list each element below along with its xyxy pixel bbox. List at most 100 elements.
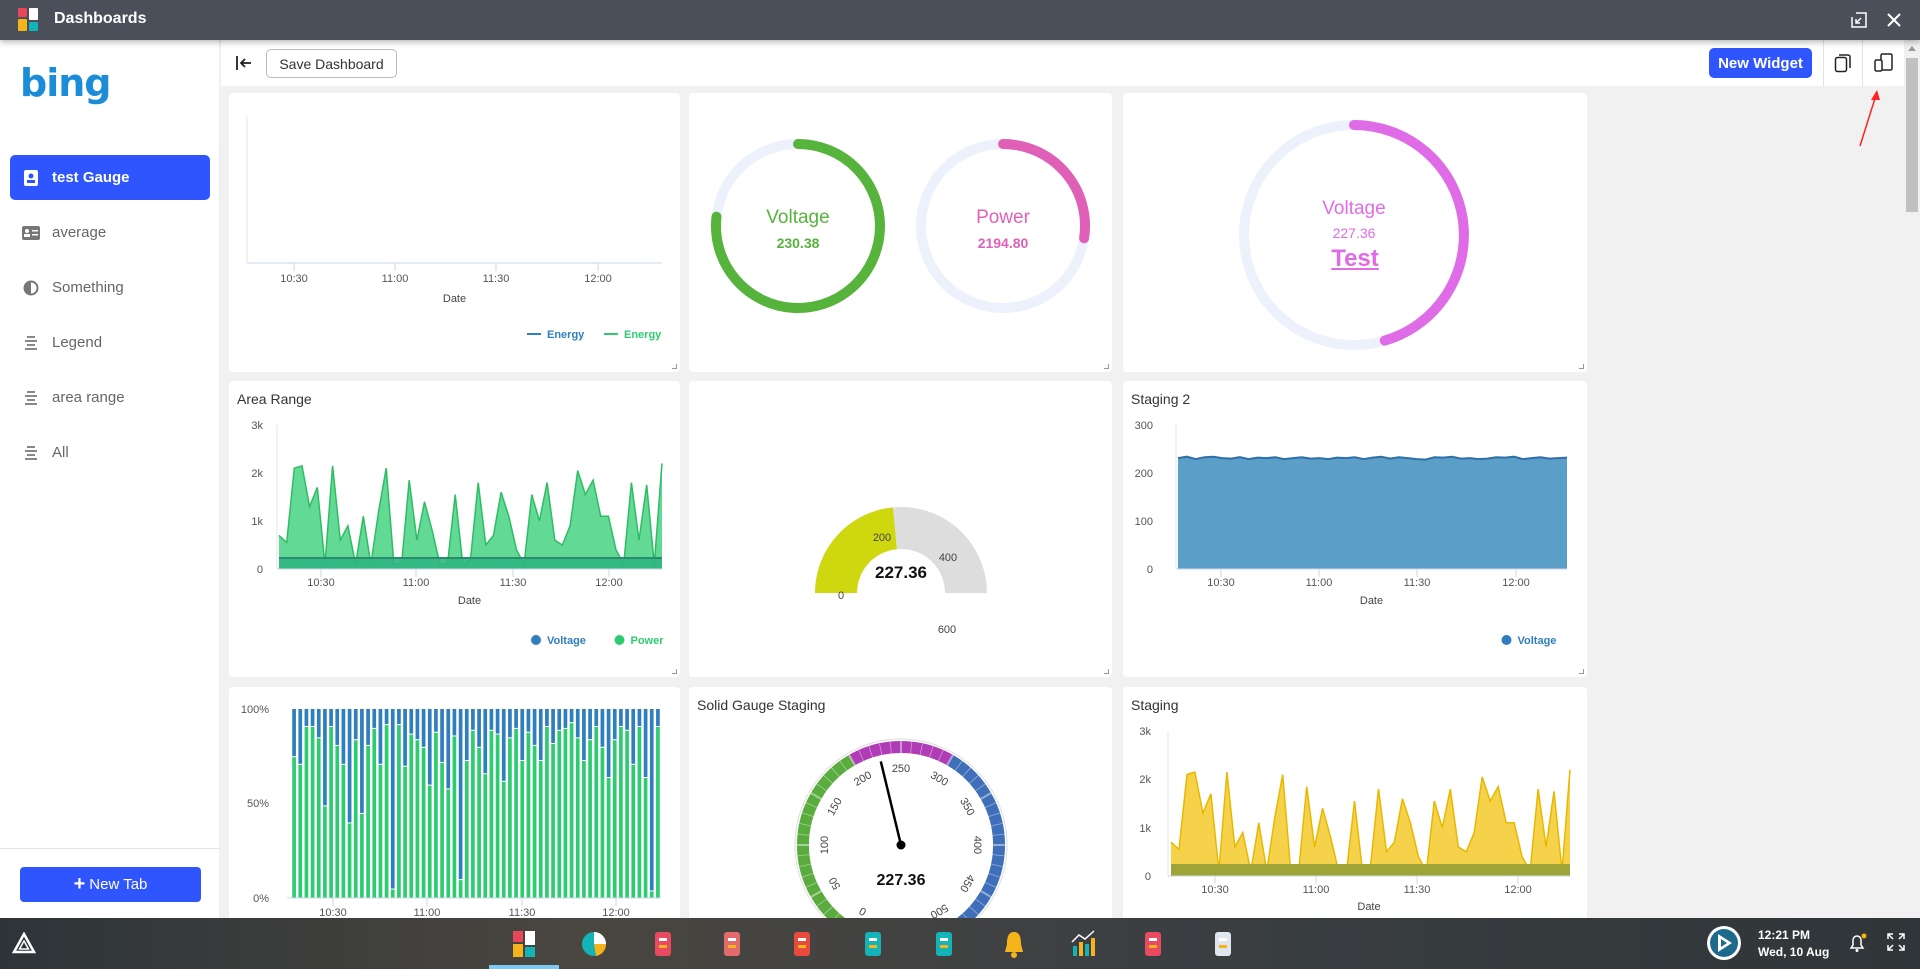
staging-widget: Staging 0 1k 2k 3k 10:30 11:00 11:30 12:00 Date <box>1123 687 1587 927</box>
dashboards-icon[interactable] <box>508 928 540 960</box>
sidebar-item-area-range[interactable]: area range <box>10 375 210 420</box>
router-icon[interactable] <box>928 928 960 960</box>
bar-segment-green <box>501 781 506 898</box>
bar-segment-blue <box>378 709 383 764</box>
sidebar-item-something[interactable]: Something <box>10 265 210 310</box>
new-widget-button[interactable]: New Widget <box>1709 48 1812 78</box>
home-key-icon[interactable] <box>786 928 818 960</box>
y-tick-label: 50% <box>247 798 269 810</box>
sidebar-item-legend[interactable]: Legend <box>10 320 210 365</box>
sidebar-item-all[interactable]: All <box>10 430 210 475</box>
bar-segment-green <box>631 764 636 898</box>
bar-segment-blue <box>495 709 500 734</box>
resize-handle[interactable] <box>1104 364 1109 369</box>
widget-title: Area Range <box>237 391 312 407</box>
hierarchy-icon[interactable] <box>857 928 889 960</box>
sidebar-item-average[interactable]: average <box>10 210 210 255</box>
scrollbar[interactable] <box>1904 40 1920 918</box>
pie-chart-icon[interactable] <box>578 928 610 960</box>
bar-segment-blue <box>292 709 296 757</box>
bar-segment-green <box>508 738 512 898</box>
bar-segment-blue <box>575 709 580 738</box>
voltage-area <box>279 558 662 569</box>
resize-handle[interactable] <box>672 669 677 674</box>
scroll-up-icon[interactable] <box>1907 44 1917 52</box>
bar-segment-blue <box>551 709 555 744</box>
scrollbar-thumb[interactable] <box>1906 58 1918 212</box>
bar-segment-blue <box>501 709 506 781</box>
bar-segment-blue <box>588 709 592 740</box>
notification-bell-icon[interactable] <box>1847 932 1869 954</box>
bar-segment-green <box>532 745 537 898</box>
growth-chart-icon[interactable] <box>1067 928 1099 960</box>
align-center-icon <box>22 335 40 350</box>
resize-handle[interactable] <box>1579 364 1584 369</box>
bar-segment-green <box>341 764 346 898</box>
fullscreen-icon[interactable] <box>1887 933 1905 951</box>
id-badge-icon <box>22 169 40 186</box>
bar-segment-green <box>656 727 660 898</box>
x-axis-title: Date <box>1360 595 1383 607</box>
x-tick-label: 10:30 <box>319 907 347 919</box>
bell-app-icon[interactable] <box>998 928 1030 960</box>
profile-logo-icon[interactable] <box>1706 925 1742 961</box>
bar-segment-blue <box>304 709 309 727</box>
resize-handle[interactable] <box>672 364 677 369</box>
stacked-percent-widget: 0% 50% 100% 10:30 11:00 11:30 12:00 <box>229 687 680 927</box>
bar-segment-blue <box>372 709 377 728</box>
y-tick-label: 0 <box>257 564 263 576</box>
close-icon[interactable] <box>1886 12 1902 28</box>
title-bar: Dashboards <box>0 0 1920 40</box>
bar-segment-blue <box>557 709 562 730</box>
save-dashboard-button[interactable]: Save Dashboard <box>266 49 397 78</box>
copy-icon[interactable] <box>1834 53 1852 73</box>
bar-segment-green <box>649 891 654 898</box>
y-tick-label: 2k <box>1139 774 1151 786</box>
x-tick-label: 11:30 <box>509 907 536 919</box>
sidebar-item-label: All <box>52 444 69 461</box>
new-tab-button[interactable]: + New Tab <box>20 867 201 902</box>
start-triangle-icon[interactable] <box>12 932 36 954</box>
bar-segment-blue <box>353 709 358 740</box>
bar-segment-green <box>384 725 389 898</box>
gauge-needle <box>879 761 903 846</box>
cube-sync-icon[interactable] <box>1137 928 1169 960</box>
gauge-tick <box>992 833 1005 836</box>
resize-handle[interactable] <box>1104 669 1109 674</box>
resize-handle[interactable] <box>1579 669 1584 674</box>
bar-segment-blue <box>631 709 636 764</box>
collapse-left-icon[interactable] <box>235 54 253 72</box>
bar-segment-blue <box>415 709 420 740</box>
report-icon[interactable] <box>1207 928 1239 960</box>
gauge-tick <box>801 812 814 817</box>
test-link[interactable]: Test <box>1331 245 1379 272</box>
user-icon[interactable] <box>716 928 748 960</box>
gauge-label: Voltage <box>766 207 829 228</box>
id-card-icon <box>22 225 40 240</box>
sidebar-item-label: Something <box>52 279 124 296</box>
bar-segment-blue <box>489 709 494 730</box>
gauge-tick <box>990 823 1003 827</box>
responsive-devices-icon[interactable] <box>1874 53 1894 73</box>
gauge-tick <box>938 749 944 762</box>
gauge-tick-label: 600 <box>938 624 956 636</box>
gauge-tick <box>984 802 997 808</box>
window-restore-icon[interactable] <box>1851 12 1867 28</box>
x-tick-label: 12:00 <box>584 273 612 285</box>
gauge-tick <box>797 854 810 857</box>
gauge-tick <box>954 760 963 771</box>
y-tick-label: 200 <box>1135 468 1153 480</box>
area-range-chart: 0 1k 2k 3k 10:30 11:00 11:30 12:00 Date Power Volt… <box>251 420 664 647</box>
bar-segment-green <box>323 806 327 898</box>
time: 12:21 PM <box>1758 928 1811 942</box>
bar-segment-green <box>569 723 574 898</box>
flow-icon[interactable] <box>647 928 679 960</box>
gauge-tick <box>992 854 1005 857</box>
sidebar-item-test-gauge[interactable]: test Gauge <box>10 155 210 200</box>
y-tick-label: 3k <box>251 420 263 432</box>
gauge-value: 2194.80 <box>978 235 1029 251</box>
bar-segment-green <box>538 761 543 898</box>
clock[interactable]: 12:21 PM Wed, 10 Aug <box>1758 927 1829 961</box>
bar-segment-green <box>458 880 463 898</box>
bar-segment-blue <box>390 709 395 889</box>
